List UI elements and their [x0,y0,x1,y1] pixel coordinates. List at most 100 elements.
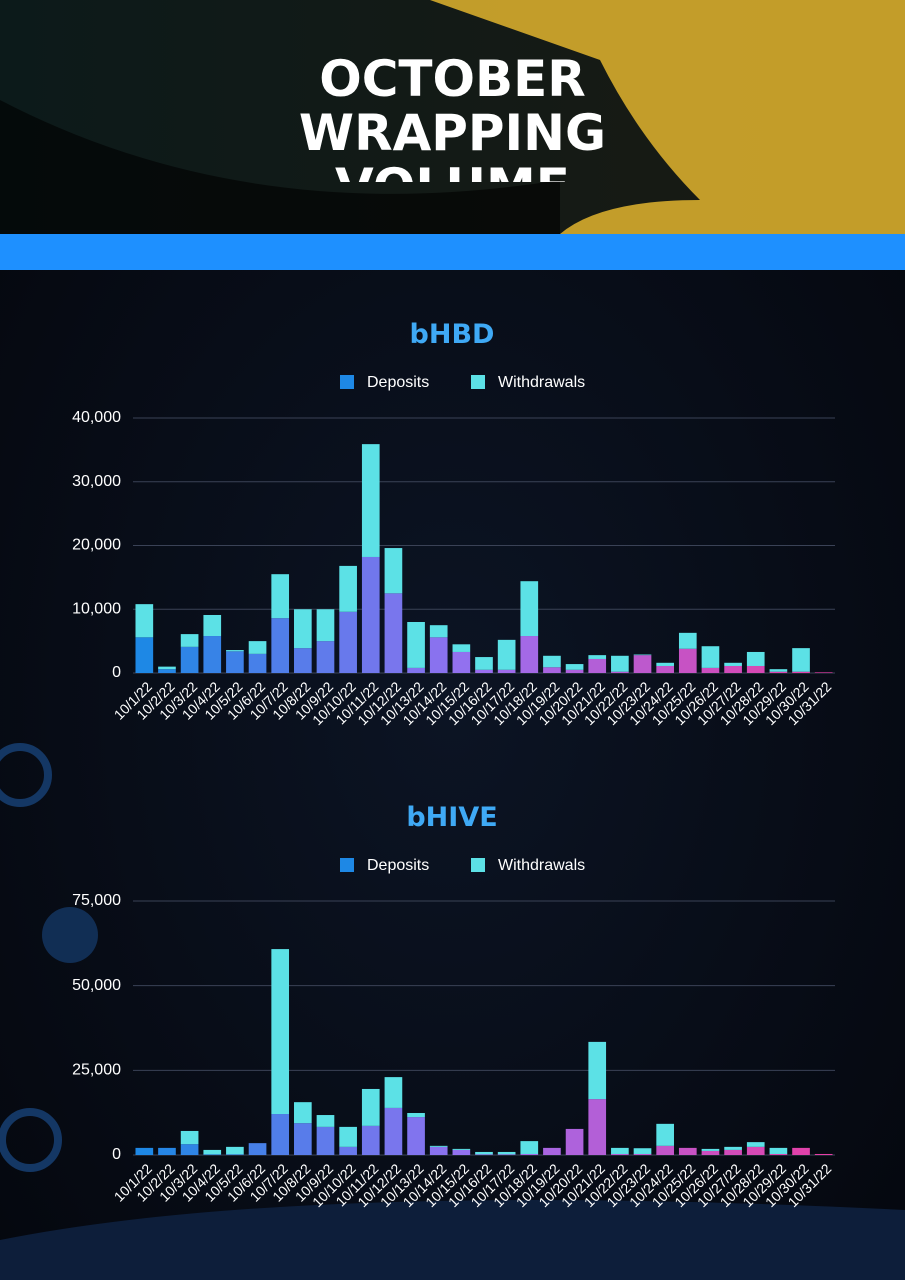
deposit-bar [792,1147,810,1155]
deposit-bar [316,641,335,673]
withdrawal-bar [497,1151,516,1155]
page-title: OCTOBER WRAPPING VOLUME [298,52,607,182]
withdrawal-bar [429,1145,448,1147]
legend-label: Deposits [367,374,429,391]
deposit-bar [678,1147,697,1155]
y-tick-label: 30,000 [72,473,121,490]
legend-label: Deposits [367,857,429,874]
deposit-bar [135,637,154,673]
withdrawal-bar [339,1126,357,1147]
withdrawal-bar [271,574,290,619]
legend-label: Withdrawals [498,374,585,391]
decor-arc [0,100,560,234]
withdrawal-bar [588,1041,607,1100]
legend-label: Withdrawals [498,857,585,874]
withdrawal-bar [429,625,448,638]
withdrawal-bar [746,1142,765,1147]
deposit-bar [339,1146,357,1155]
withdrawal-bar [588,655,607,659]
deposit-bar [361,1125,380,1155]
withdrawal-bar [701,1148,720,1151]
withdrawal-bar [316,609,335,642]
withdrawal-bar [180,634,199,647]
withdrawal-bar [565,664,584,670]
title-box: OCTOBER WRAPPING VOLUME [298,52,607,182]
withdrawal-bar [678,632,697,649]
decor-circle [0,743,52,807]
deposit-bar [611,1153,629,1155]
deposit-bar [203,636,222,673]
withdrawal-bar [633,654,652,656]
deposit-bar [226,1154,244,1155]
withdrawal-bar [792,648,810,672]
withdrawal-bar [226,1146,244,1155]
deposit-bar [294,1123,312,1155]
deposit-bar [180,1144,199,1155]
y-tick-label: 75,000 [72,892,121,909]
y-tick-label: 40,000 [72,409,121,426]
decor-circle [0,1108,62,1172]
deposit-bar [678,648,697,673]
deposit-bar [248,1143,267,1155]
deposit-bar [656,665,674,673]
withdrawal-bar [769,669,788,672]
withdrawal-bar [135,604,154,638]
legend-swatch [340,858,354,872]
y-tick-label: 0 [112,664,121,681]
withdrawal-bar [452,644,471,652]
deposit-bar [226,651,244,673]
withdrawal-bar [203,614,222,637]
deposit-bar [814,672,833,673]
deposit-bar [611,671,629,673]
deposit-bar [407,667,425,673]
deposit-bar [814,1153,833,1155]
deposit-bar [633,655,652,673]
withdrawal-bar [384,548,403,594]
deposit-bar [452,651,471,673]
deposit-bar [316,1126,335,1155]
withdrawal-bar [158,666,176,670]
withdrawal-bar [611,655,629,672]
deposit-bar [361,556,380,673]
withdrawal-bar [746,651,765,666]
deposit-bar [294,648,312,673]
deposit-bar [407,1117,425,1155]
withdrawal-bar [497,639,516,670]
deposit-bar [746,665,765,673]
lion-art [430,0,905,234]
withdrawal-bar [724,1146,742,1150]
y-tick-label: 25,000 [72,1062,121,1079]
deposit-bar [769,671,788,673]
withdrawal-bar [407,1113,425,1118]
deposit-bar [271,618,290,673]
decor-wave [0,1200,905,1280]
deposit-bar [158,1147,176,1155]
deposit-bar [180,646,199,673]
withdrawal-bar [294,1102,312,1124]
deposit-bar [588,1099,607,1155]
withdrawal-bar [316,1115,335,1127]
withdrawal-bar [226,650,244,652]
y-tick-label: 20,000 [72,537,121,554]
withdrawal-bar [248,641,267,654]
withdrawal-bar [203,1149,222,1155]
chart-title: bHBD [410,319,495,350]
y-tick-label: 0 [112,1146,121,1163]
deposit-bar [769,1153,788,1155]
deposit-bar [203,1154,222,1155]
deposit-bar [429,1146,448,1155]
deposit-bar [475,669,493,673]
deposit-bar [384,593,403,673]
deposit-bar [520,1153,539,1155]
withdrawal-bar [701,646,720,668]
deposit-bar [792,671,810,673]
withdrawal-bar [656,662,674,666]
withdrawal-bar [724,662,742,666]
deposit-bar [656,1145,674,1155]
deposit-bar [724,665,742,673]
decor-circle [42,907,98,963]
deposit-bar [135,1147,154,1155]
withdrawal-bar [361,1088,380,1126]
deposit-bar [497,669,516,673]
deposit-bar [633,1153,652,1155]
